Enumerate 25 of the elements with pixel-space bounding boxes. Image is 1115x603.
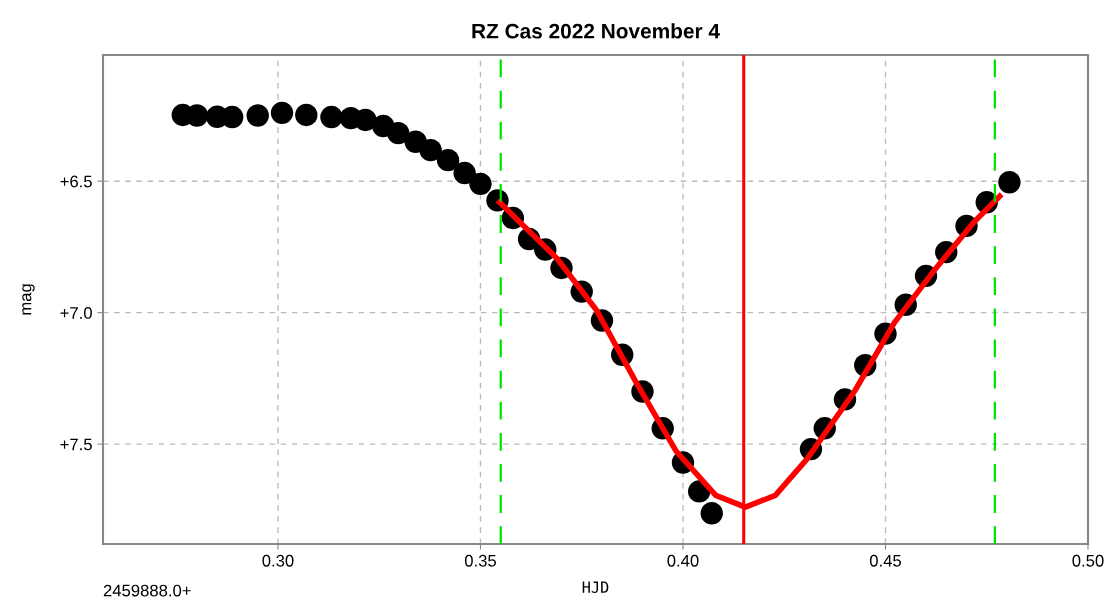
x-tick-label: 0.50: [1072, 554, 1104, 567]
point: [246, 104, 269, 127]
point: [700, 502, 723, 525]
x-tick-label: 0.35: [464, 554, 496, 567]
point: [295, 103, 318, 127]
chart-title: RZ Cas 2022 November 4: [472, 23, 720, 39]
point: [469, 172, 492, 196]
point: [453, 161, 476, 185]
point: [221, 105, 244, 129]
x-tick-label: 0.45: [869, 554, 902, 567]
x-tick-label: 0.30: [262, 554, 294, 567]
point: [320, 105, 343, 129]
point: [998, 171, 1021, 194]
y-tick-label: +7.0: [60, 307, 92, 319]
point: [419, 138, 442, 162]
point: [436, 148, 460, 172]
y-tick-label: +6.5: [60, 175, 92, 188]
text: 2459888.0+: [103, 584, 191, 597]
x-axis-title: HJD: [582, 581, 609, 593]
x-tick-label: 0.40: [667, 554, 699, 567]
y-tick-label: +7.5: [60, 438, 92, 451]
point: [354, 108, 377, 132]
point: [270, 101, 294, 125]
point: [387, 121, 410, 145]
y-axis-title: mag: [22, 284, 35, 315]
